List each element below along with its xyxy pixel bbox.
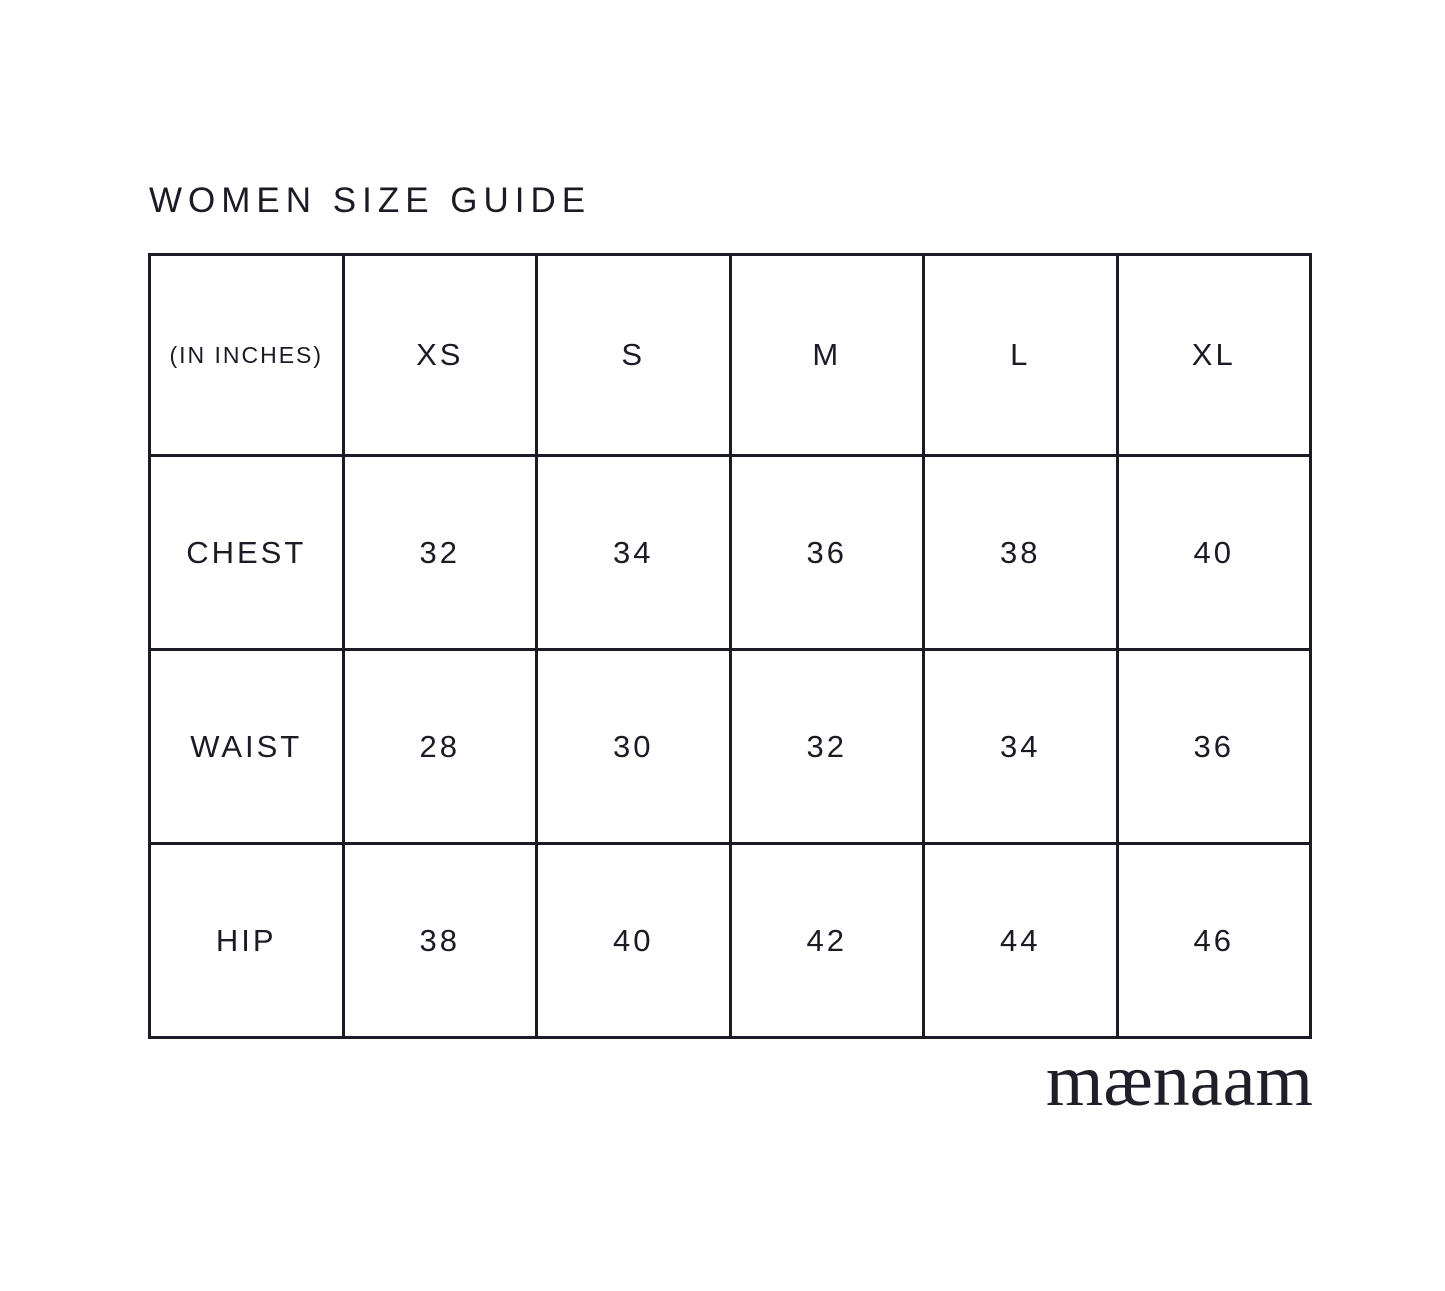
cell-waist-l: 34 — [922, 648, 1119, 845]
cell-waist-xs: 28 — [341, 648, 538, 845]
unit-label-cell: (IN INCHES) — [148, 253, 345, 457]
table-header-row: (IN INCHES) XS S M L XL — [148, 253, 1312, 457]
cell-chest-l: 38 — [922, 454, 1119, 651]
column-header-xs: XS — [341, 253, 538, 457]
cell-hip-m: 42 — [728, 842, 925, 1039]
cell-waist-xl: 36 — [1115, 648, 1312, 845]
table-row-waist: WAIST 28 30 32 34 36 — [148, 648, 1312, 845]
column-header-m: M — [728, 253, 925, 457]
cell-waist-s: 30 — [535, 648, 732, 845]
table-row-chest: CHEST 32 34 36 38 40 — [148, 454, 1312, 651]
cell-chest-m: 36 — [728, 454, 925, 651]
cell-chest-s: 34 — [535, 454, 732, 651]
row-label-waist: WAIST — [148, 648, 345, 845]
cell-hip-l: 44 — [922, 842, 1119, 1039]
page-title: WOMEN SIZE GUIDE — [149, 181, 592, 220]
cell-hip-s: 40 — [535, 842, 732, 1039]
brand-logo: mænaam — [1045, 1040, 1313, 1122]
cell-chest-xs: 32 — [341, 454, 538, 651]
column-header-s: S — [535, 253, 732, 457]
cell-hip-xl: 46 — [1115, 842, 1312, 1039]
cell-waist-m: 32 — [728, 648, 925, 845]
row-label-hip: HIP — [148, 842, 345, 1039]
cell-chest-xl: 40 — [1115, 454, 1312, 651]
cell-hip-xs: 38 — [341, 842, 538, 1039]
column-header-xl: XL — [1115, 253, 1312, 457]
table-row-hip: HIP 38 40 42 44 46 — [148, 842, 1312, 1039]
size-guide-table: (IN INCHES) XS S M L XL CHEST 32 34 36 3… — [148, 253, 1312, 1039]
row-label-chest: CHEST — [148, 454, 345, 651]
column-header-l: L — [922, 253, 1119, 457]
